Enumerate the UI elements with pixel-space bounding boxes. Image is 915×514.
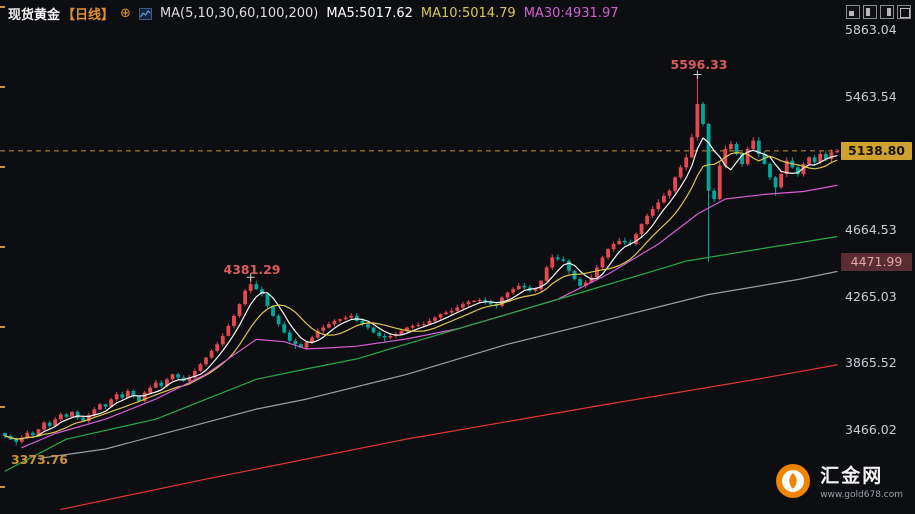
chart-layout-toolbar <box>846 5 911 19</box>
huijin-logo-icon <box>774 462 812 504</box>
layout-single-icon[interactable] <box>846 5 860 19</box>
layout-right-split-icon[interactable] <box>880 5 894 19</box>
add-compare-icon[interactable]: ⊕ <box>120 6 131 21</box>
ma-settings-label: MA(5,10,30,60,100,200) <box>159 6 319 21</box>
y-axis-label: 4664.53 <box>845 222 897 237</box>
ma5-value: MA5:5017.62 <box>326 6 413 21</box>
site-name: 汇金网 <box>820 464 884 487</box>
symbol-name: 现货黄金 <box>8 8 61 23</box>
site-url: www.gold678.com <box>820 489 903 500</box>
annotation-start-low: 3373.76 <box>11 452 68 467</box>
y-axis-label: 4265.03 <box>845 288 897 304</box>
current-price-badge: 5138.80 <box>841 141 912 160</box>
watermark-text: 汇金网 www.gold678.com <box>820 464 903 500</box>
timeframe-label: 【日线】 <box>62 8 115 23</box>
y-axis-label: 5463.54 <box>845 88 897 104</box>
y-axis-label: 3865.52 <box>845 355 897 371</box>
y-axis-label: 3466.02 <box>845 422 897 437</box>
layout-left-split-icon[interactable] <box>863 5 877 19</box>
y-axis-label: 5863.04 <box>845 22 897 37</box>
ma10-value: MA10:5014.79 <box>420 6 516 21</box>
annotation-high: 5596.33 <box>670 57 728 72</box>
chart-legend: 现货黄金 【日线】 ⊕ MA(5,10,30,60,100,200) MA5:5… <box>8 4 619 23</box>
layout-grid-icon[interactable] <box>897 5 911 19</box>
annotation-mid-high: 4381.29 <box>223 262 281 277</box>
site-watermark: 汇金网 www.gold678.com <box>774 462 903 504</box>
ma30-value: MA30:4931.97 <box>523 6 619 21</box>
low-price-badge: 4471.99 <box>841 253 912 272</box>
indicator-icon <box>138 7 152 20</box>
